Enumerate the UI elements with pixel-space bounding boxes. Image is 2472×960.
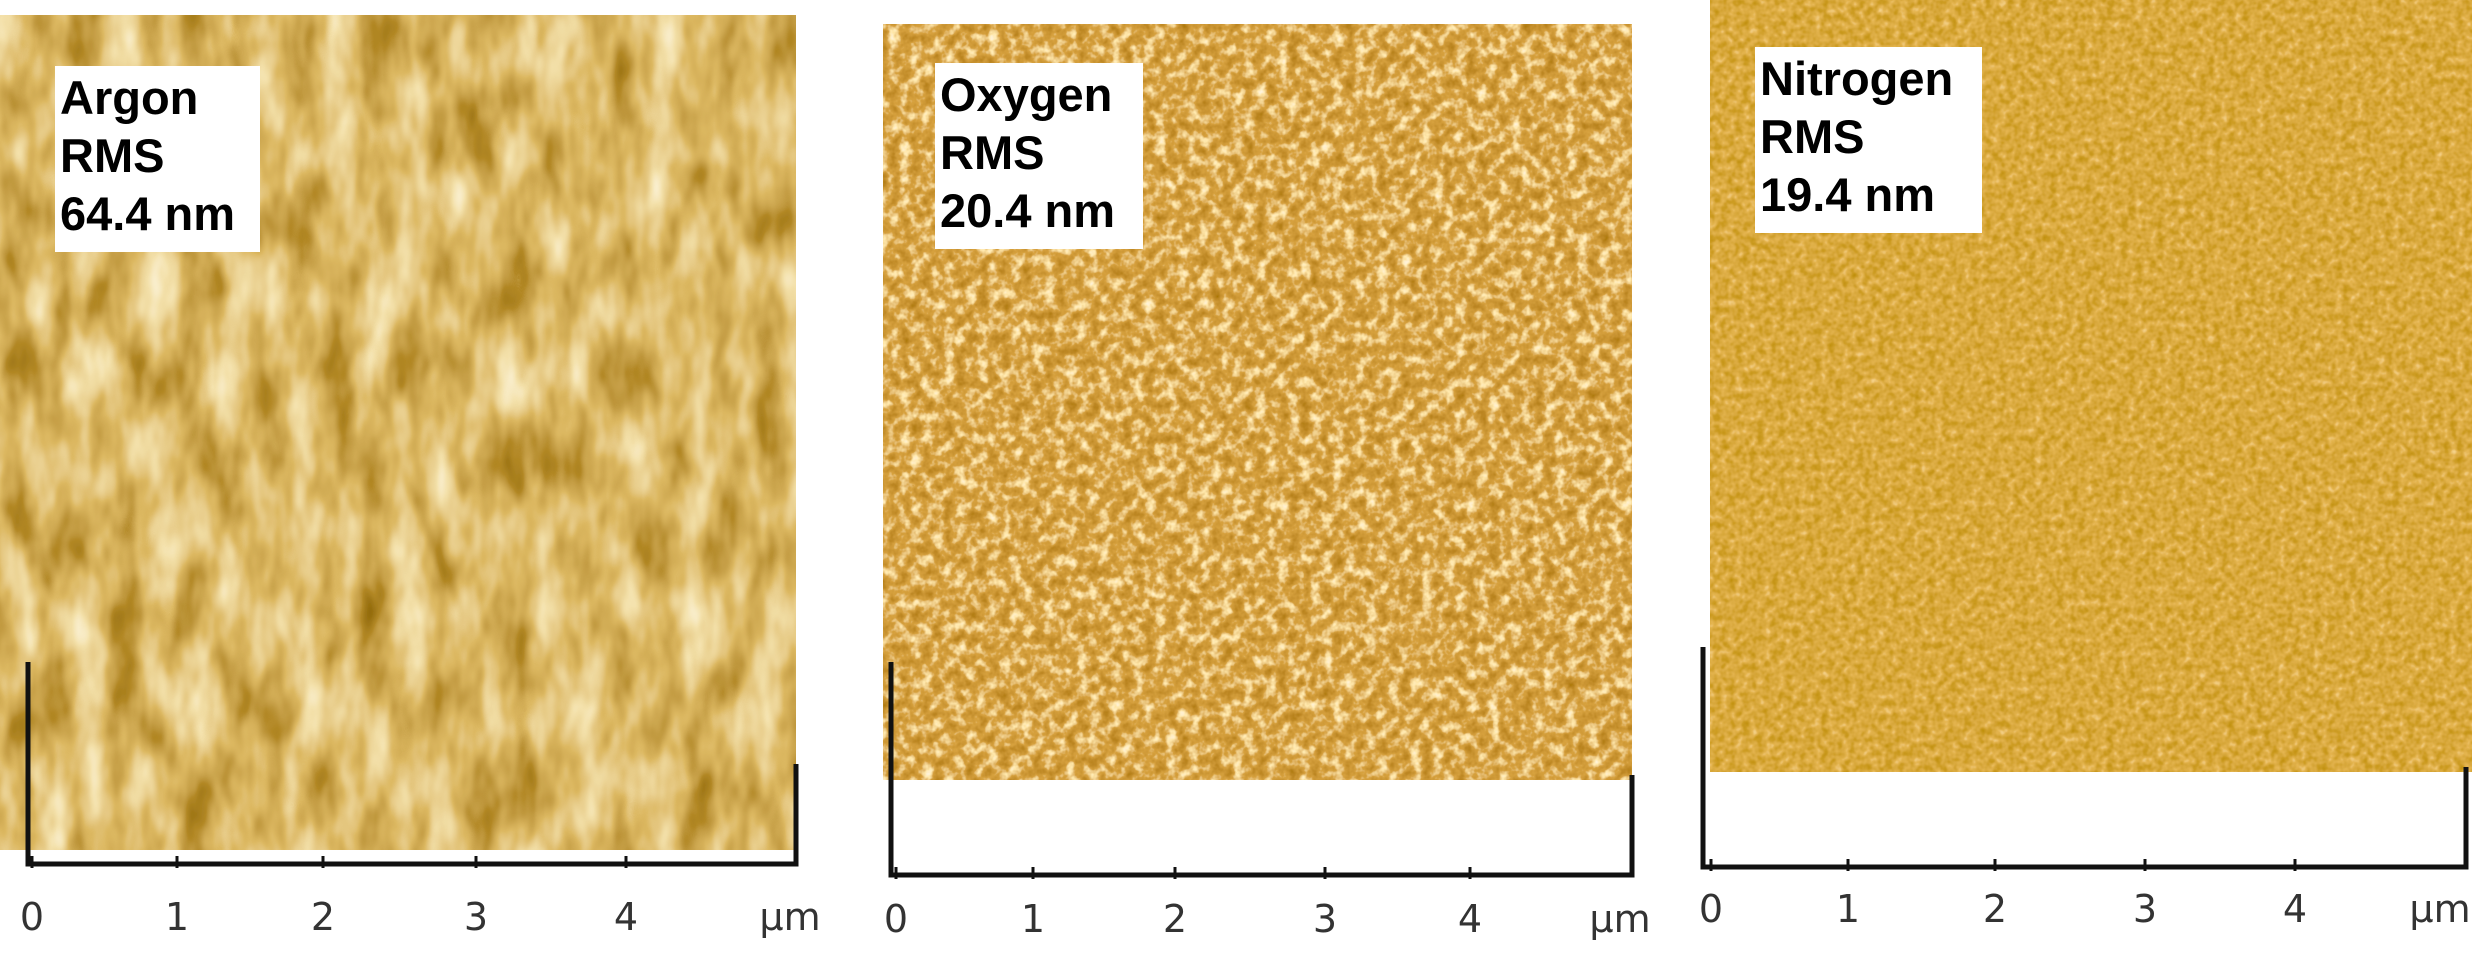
tick-label: 3 bbox=[1313, 897, 1337, 941]
unit-label: µm bbox=[2409, 887, 2470, 931]
label-line: 64.4 nm bbox=[60, 187, 235, 240]
label-line: 20.4 nm bbox=[940, 184, 1115, 237]
unit-label: µm bbox=[1589, 897, 1650, 941]
label-line: 19.4 nm bbox=[1760, 168, 1935, 221]
tick-label: 3 bbox=[464, 895, 488, 939]
tick-label: 0 bbox=[20, 895, 44, 939]
tick-label: 2 bbox=[311, 895, 335, 939]
tick-label: 4 bbox=[1458, 897, 1482, 941]
tick-label: 4 bbox=[2283, 887, 2307, 931]
tick-label: 2 bbox=[1163, 897, 1187, 941]
tick-label: 3 bbox=[2133, 887, 2157, 931]
unit-label: µm bbox=[759, 895, 820, 939]
label-line: Nitrogen bbox=[1760, 52, 1953, 105]
figure: ArgonRMS64.4 nm01234µmOxygenRMS20.4 nm01… bbox=[0, 0, 2472, 960]
label-line: RMS bbox=[940, 126, 1044, 179]
tick-label: 0 bbox=[884, 897, 908, 941]
tick-label: 1 bbox=[1021, 897, 1045, 941]
tick-label: 1 bbox=[165, 895, 189, 939]
label-line: RMS bbox=[60, 129, 164, 182]
tick-label: 2 bbox=[1983, 887, 2007, 931]
label-line: Argon bbox=[60, 71, 198, 124]
label-line: RMS bbox=[1760, 110, 1864, 163]
tick-label: 4 bbox=[614, 895, 638, 939]
tick-label: 1 bbox=[1836, 887, 1860, 931]
label-line: Oxygen bbox=[940, 68, 1112, 121]
tick-label: 0 bbox=[1699, 887, 1723, 931]
